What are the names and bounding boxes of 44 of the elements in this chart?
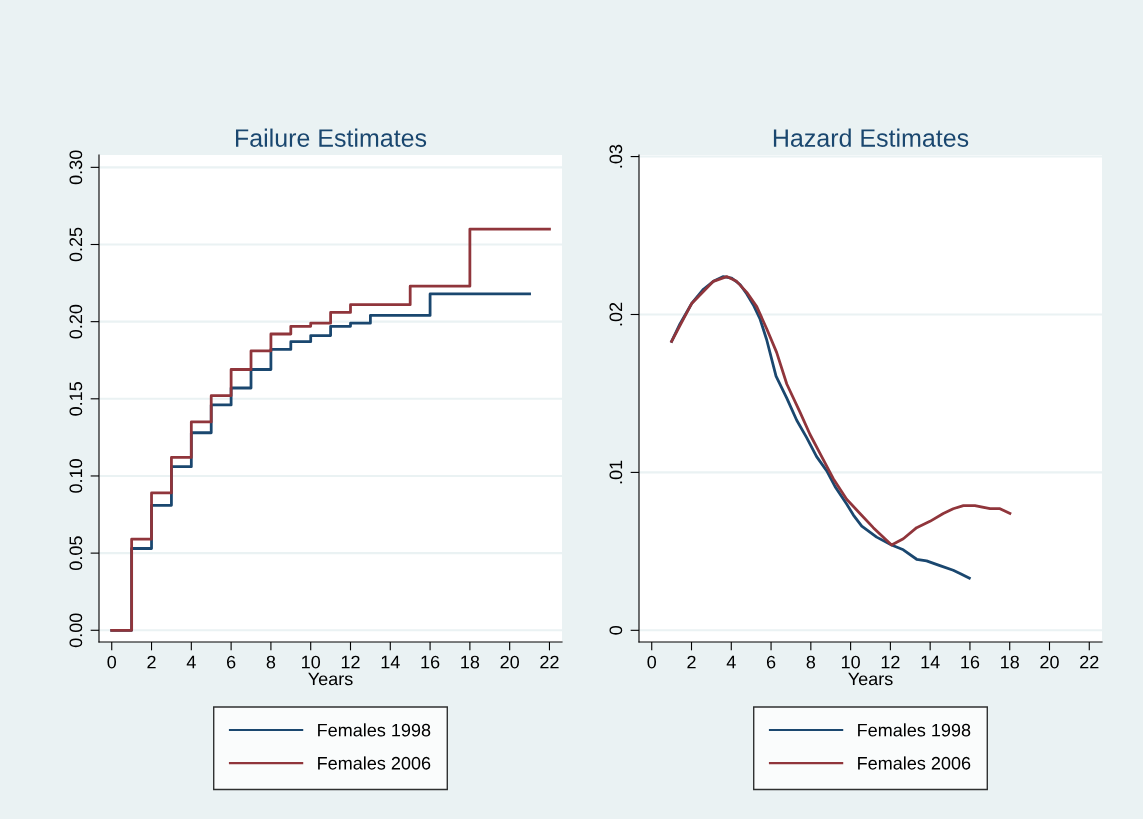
x-tick-label: 8: [266, 655, 276, 669]
y-tick-label: 0.15: [69, 381, 83, 416]
line-series: [670, 275, 1012, 547]
x-tick-label: 4: [186, 655, 196, 669]
x-tick-label: 16: [961, 655, 980, 669]
x-tick-label: 0: [647, 655, 657, 669]
x-axis-title: Years: [308, 672, 353, 686]
x-tick-label: 2: [147, 655, 156, 669]
x-tick-label: 6: [766, 655, 776, 669]
chart-title: Failure Estimates: [236, 128, 427, 147]
x-tick-label: 20: [1040, 655, 1059, 669]
y-tick-label: .02: [609, 302, 623, 326]
x-tick-label: 16: [421, 655, 440, 669]
x-tick-label: 0: [107, 655, 117, 669]
y-tick-label: .01: [609, 460, 623, 484]
x-tick-label: 8: [806, 655, 816, 669]
x-tick-label: 18: [461, 655, 480, 669]
x-tick-label: 22: [540, 655, 559, 669]
y-tick-label: 0.20: [69, 304, 83, 339]
legend-label: Females 1998: [318, 723, 431, 737]
legend-label: Females 1998: [858, 723, 971, 737]
y-tick-label: 0.25: [69, 227, 83, 262]
chart-title: Hazard Estimates: [773, 128, 969, 147]
y-tick-label: 0.10: [69, 459, 83, 493]
legend-label: Females 2006: [318, 756, 431, 770]
legend-label: Females 2006: [858, 756, 971, 770]
y-tick-label: 0.00: [69, 613, 83, 648]
x-tick-label: 18: [1001, 655, 1019, 669]
x-tick-label: 6: [227, 655, 236, 669]
y-tick-label: .03: [609, 144, 623, 168]
x-tick-label: 12: [881, 655, 900, 669]
x-axis-title: Years: [848, 672, 893, 686]
x-tick-label: 12: [341, 655, 360, 669]
y-tick-label: 0.30: [69, 150, 83, 185]
x-tick-label: 14: [381, 655, 400, 669]
x-tick-label: 22: [1080, 655, 1099, 669]
x-tick-label: 4: [726, 655, 736, 669]
x-tick-label: 10: [302, 655, 321, 669]
x-tick-label: 2: [687, 655, 696, 669]
x-tick-label: 10: [841, 655, 860, 669]
x-tick-label: 20: [500, 655, 520, 669]
x-tick-label: 14: [921, 655, 940, 669]
y-tick-label: 0: [609, 626, 623, 635]
y-tick-label: 0.05: [69, 536, 83, 570]
